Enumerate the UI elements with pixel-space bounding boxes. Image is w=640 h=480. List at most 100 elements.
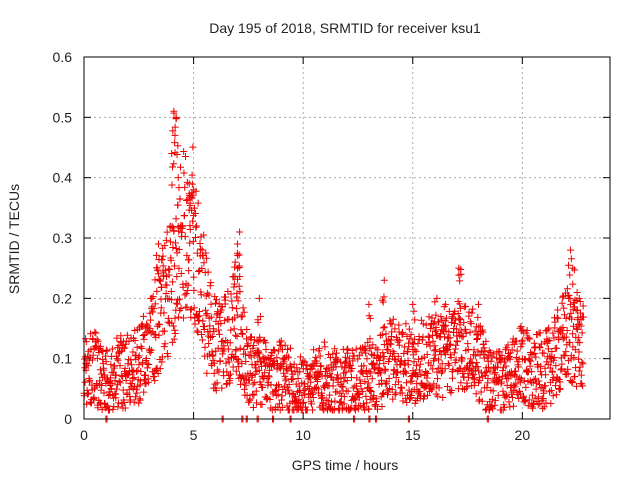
data-point	[352, 396, 360, 404]
data-point	[360, 400, 368, 408]
data-point	[431, 298, 439, 306]
data-point	[300, 391, 308, 399]
data-point	[506, 355, 514, 363]
data-point	[218, 384, 226, 392]
data-point	[190, 286, 198, 294]
data-point	[513, 337, 521, 345]
data-point	[505, 354, 513, 362]
data-point	[449, 314, 457, 322]
data-point	[462, 302, 470, 310]
data-point	[533, 331, 541, 339]
data-point	[169, 127, 177, 135]
data-point	[249, 403, 257, 411]
data-point	[343, 346, 351, 354]
data-point	[356, 376, 364, 384]
data-point	[399, 330, 407, 338]
data-point	[180, 212, 188, 220]
data-point	[296, 353, 304, 361]
data-point	[153, 287, 161, 295]
data-point	[165, 265, 173, 273]
data-point	[410, 307, 418, 315]
data-point	[412, 348, 420, 356]
data-point	[251, 379, 259, 387]
data-point	[479, 328, 487, 336]
data-point	[204, 268, 212, 276]
data-point	[579, 302, 587, 310]
y-tick-label: 0.1	[53, 351, 73, 367]
data-point	[191, 320, 199, 328]
data-point	[165, 271, 173, 279]
data-point	[168, 150, 176, 158]
data-point	[171, 326, 179, 334]
data-point	[249, 390, 257, 398]
data-point	[213, 296, 221, 304]
data-point	[119, 386, 127, 394]
data-point	[391, 325, 399, 333]
data-point	[273, 354, 281, 362]
data-point	[466, 366, 474, 374]
data-point	[545, 324, 553, 332]
data-point	[402, 369, 410, 377]
data-point	[104, 402, 112, 410]
data-point	[236, 288, 244, 296]
data-point	[561, 311, 569, 319]
data-point	[135, 352, 143, 360]
data-point	[465, 308, 473, 316]
y-tick-label: 0	[64, 411, 72, 427]
data-point	[157, 304, 165, 312]
data-point	[443, 346, 451, 354]
data-point	[169, 322, 177, 330]
data-point	[384, 388, 392, 396]
data-point	[222, 359, 230, 367]
data-point	[183, 251, 191, 259]
data-point	[427, 361, 435, 369]
data-point	[434, 392, 442, 400]
data-point	[570, 299, 578, 307]
data-point	[94, 337, 102, 345]
data-point	[417, 316, 425, 324]
data-point	[203, 254, 211, 262]
data-point	[567, 300, 575, 308]
data-point	[307, 378, 315, 386]
data-point	[155, 321, 163, 329]
data-point	[571, 346, 579, 354]
data-point	[194, 328, 202, 336]
data-point	[512, 380, 520, 388]
data-point	[563, 285, 571, 293]
data-point	[447, 340, 455, 348]
data-point	[367, 344, 375, 352]
data-point	[211, 293, 219, 301]
data-point	[210, 369, 218, 377]
data-point	[346, 362, 354, 370]
data-point	[379, 298, 387, 306]
data-point	[139, 312, 147, 320]
data-point	[395, 378, 403, 386]
data-point	[365, 312, 373, 320]
data-point	[493, 363, 501, 371]
data-point	[516, 374, 524, 382]
data-point	[367, 350, 375, 358]
plot-frame	[83, 56, 611, 420]
data-point	[116, 379, 124, 387]
data-point	[161, 242, 169, 250]
data-point	[573, 289, 581, 297]
data-point	[381, 366, 389, 374]
data-point	[372, 398, 380, 406]
data-point	[567, 255, 575, 263]
data-point	[230, 283, 238, 291]
data-point	[463, 382, 471, 390]
data-point	[280, 369, 288, 377]
data-point	[387, 320, 395, 328]
data-point	[106, 406, 114, 414]
data-point	[102, 358, 110, 366]
data-point	[354, 355, 362, 363]
data-point	[483, 384, 491, 392]
data-point	[532, 385, 540, 393]
data-point	[132, 386, 140, 394]
data-point	[344, 345, 352, 353]
data-point	[505, 398, 513, 406]
data-point	[487, 349, 495, 357]
data-point	[523, 367, 531, 375]
data-point	[468, 359, 476, 367]
data-point	[230, 280, 238, 288]
